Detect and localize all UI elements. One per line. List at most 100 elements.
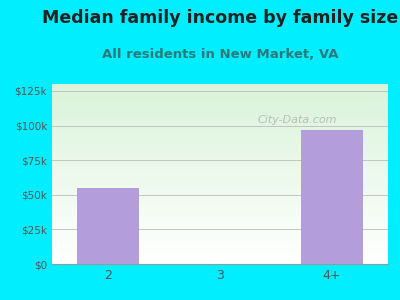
Bar [52,158,388,159]
Bar [52,185,388,186]
Bar [52,253,388,254]
Bar [52,134,388,135]
Bar [52,154,388,155]
Bar [52,169,388,170]
Bar [52,215,388,216]
Bar [52,202,388,203]
Bar [52,203,388,204]
Bar [52,98,388,99]
Bar [52,251,388,252]
Bar [52,166,388,167]
Bar [52,232,388,233]
Bar [52,113,388,114]
Bar [52,125,388,126]
Bar [52,194,388,195]
Bar [52,228,388,229]
Bar [52,126,388,127]
Bar [52,259,388,260]
Bar [52,247,388,248]
Bar [52,136,388,137]
Bar [52,179,388,180]
Bar [52,223,388,224]
Bar [52,204,388,205]
Bar [52,100,388,101]
Bar [52,235,388,236]
Bar [52,254,388,255]
Bar [52,88,388,89]
Bar [52,84,388,85]
Bar [52,176,388,177]
Bar [52,94,388,95]
Bar [52,250,388,251]
Bar [52,239,388,240]
Bar [52,243,388,244]
Bar [52,97,388,98]
Bar [52,230,388,231]
Bar [52,196,388,197]
Bar [52,137,388,138]
Bar [52,129,388,130]
Bar [52,226,388,227]
Bar [52,209,388,210]
Bar [52,141,388,142]
Bar [52,180,388,181]
Bar [52,246,388,247]
Bar [52,177,388,178]
Bar [52,130,388,131]
Bar [52,109,388,110]
Bar [52,190,388,191]
Bar [52,159,388,160]
Bar [52,256,388,257]
Bar [52,164,388,165]
Bar [52,140,388,141]
Bar [52,115,388,116]
Bar [52,85,388,86]
Bar [52,211,388,212]
Bar [77,188,139,264]
Bar [52,261,388,262]
Bar [52,207,388,208]
Bar [52,263,388,264]
Bar [52,262,388,263]
Bar [52,169,388,170]
Bar [52,208,388,209]
Bar [52,188,388,189]
Bar [52,116,388,117]
Bar [52,103,388,104]
Bar [52,175,388,176]
Bar [52,174,388,175]
Bar [52,165,388,166]
Bar [52,110,388,111]
Bar [52,124,388,125]
Bar [52,102,388,103]
Bar [52,224,388,225]
Bar [52,87,388,88]
Bar [52,119,388,120]
Bar [52,131,388,132]
Bar [52,249,388,250]
Bar [52,186,388,187]
Bar [52,258,388,259]
Bar [52,152,388,153]
Bar [52,144,388,145]
Bar [52,240,388,241]
Bar [52,143,388,144]
Bar [301,130,363,264]
Bar [52,161,388,162]
Bar [52,145,388,146]
Bar [52,182,388,183]
Bar [52,106,388,107]
Bar [52,104,388,105]
Bar [52,147,388,148]
Bar [52,201,388,202]
Bar [52,255,388,256]
Bar [52,117,388,118]
Bar [52,142,388,143]
Bar [52,171,388,172]
Bar [52,138,388,139]
Bar [52,111,388,112]
Bar [52,189,388,190]
Bar [52,206,388,207]
Text: Median family income by family size: Median family income by family size [42,9,398,27]
Bar [52,178,388,179]
